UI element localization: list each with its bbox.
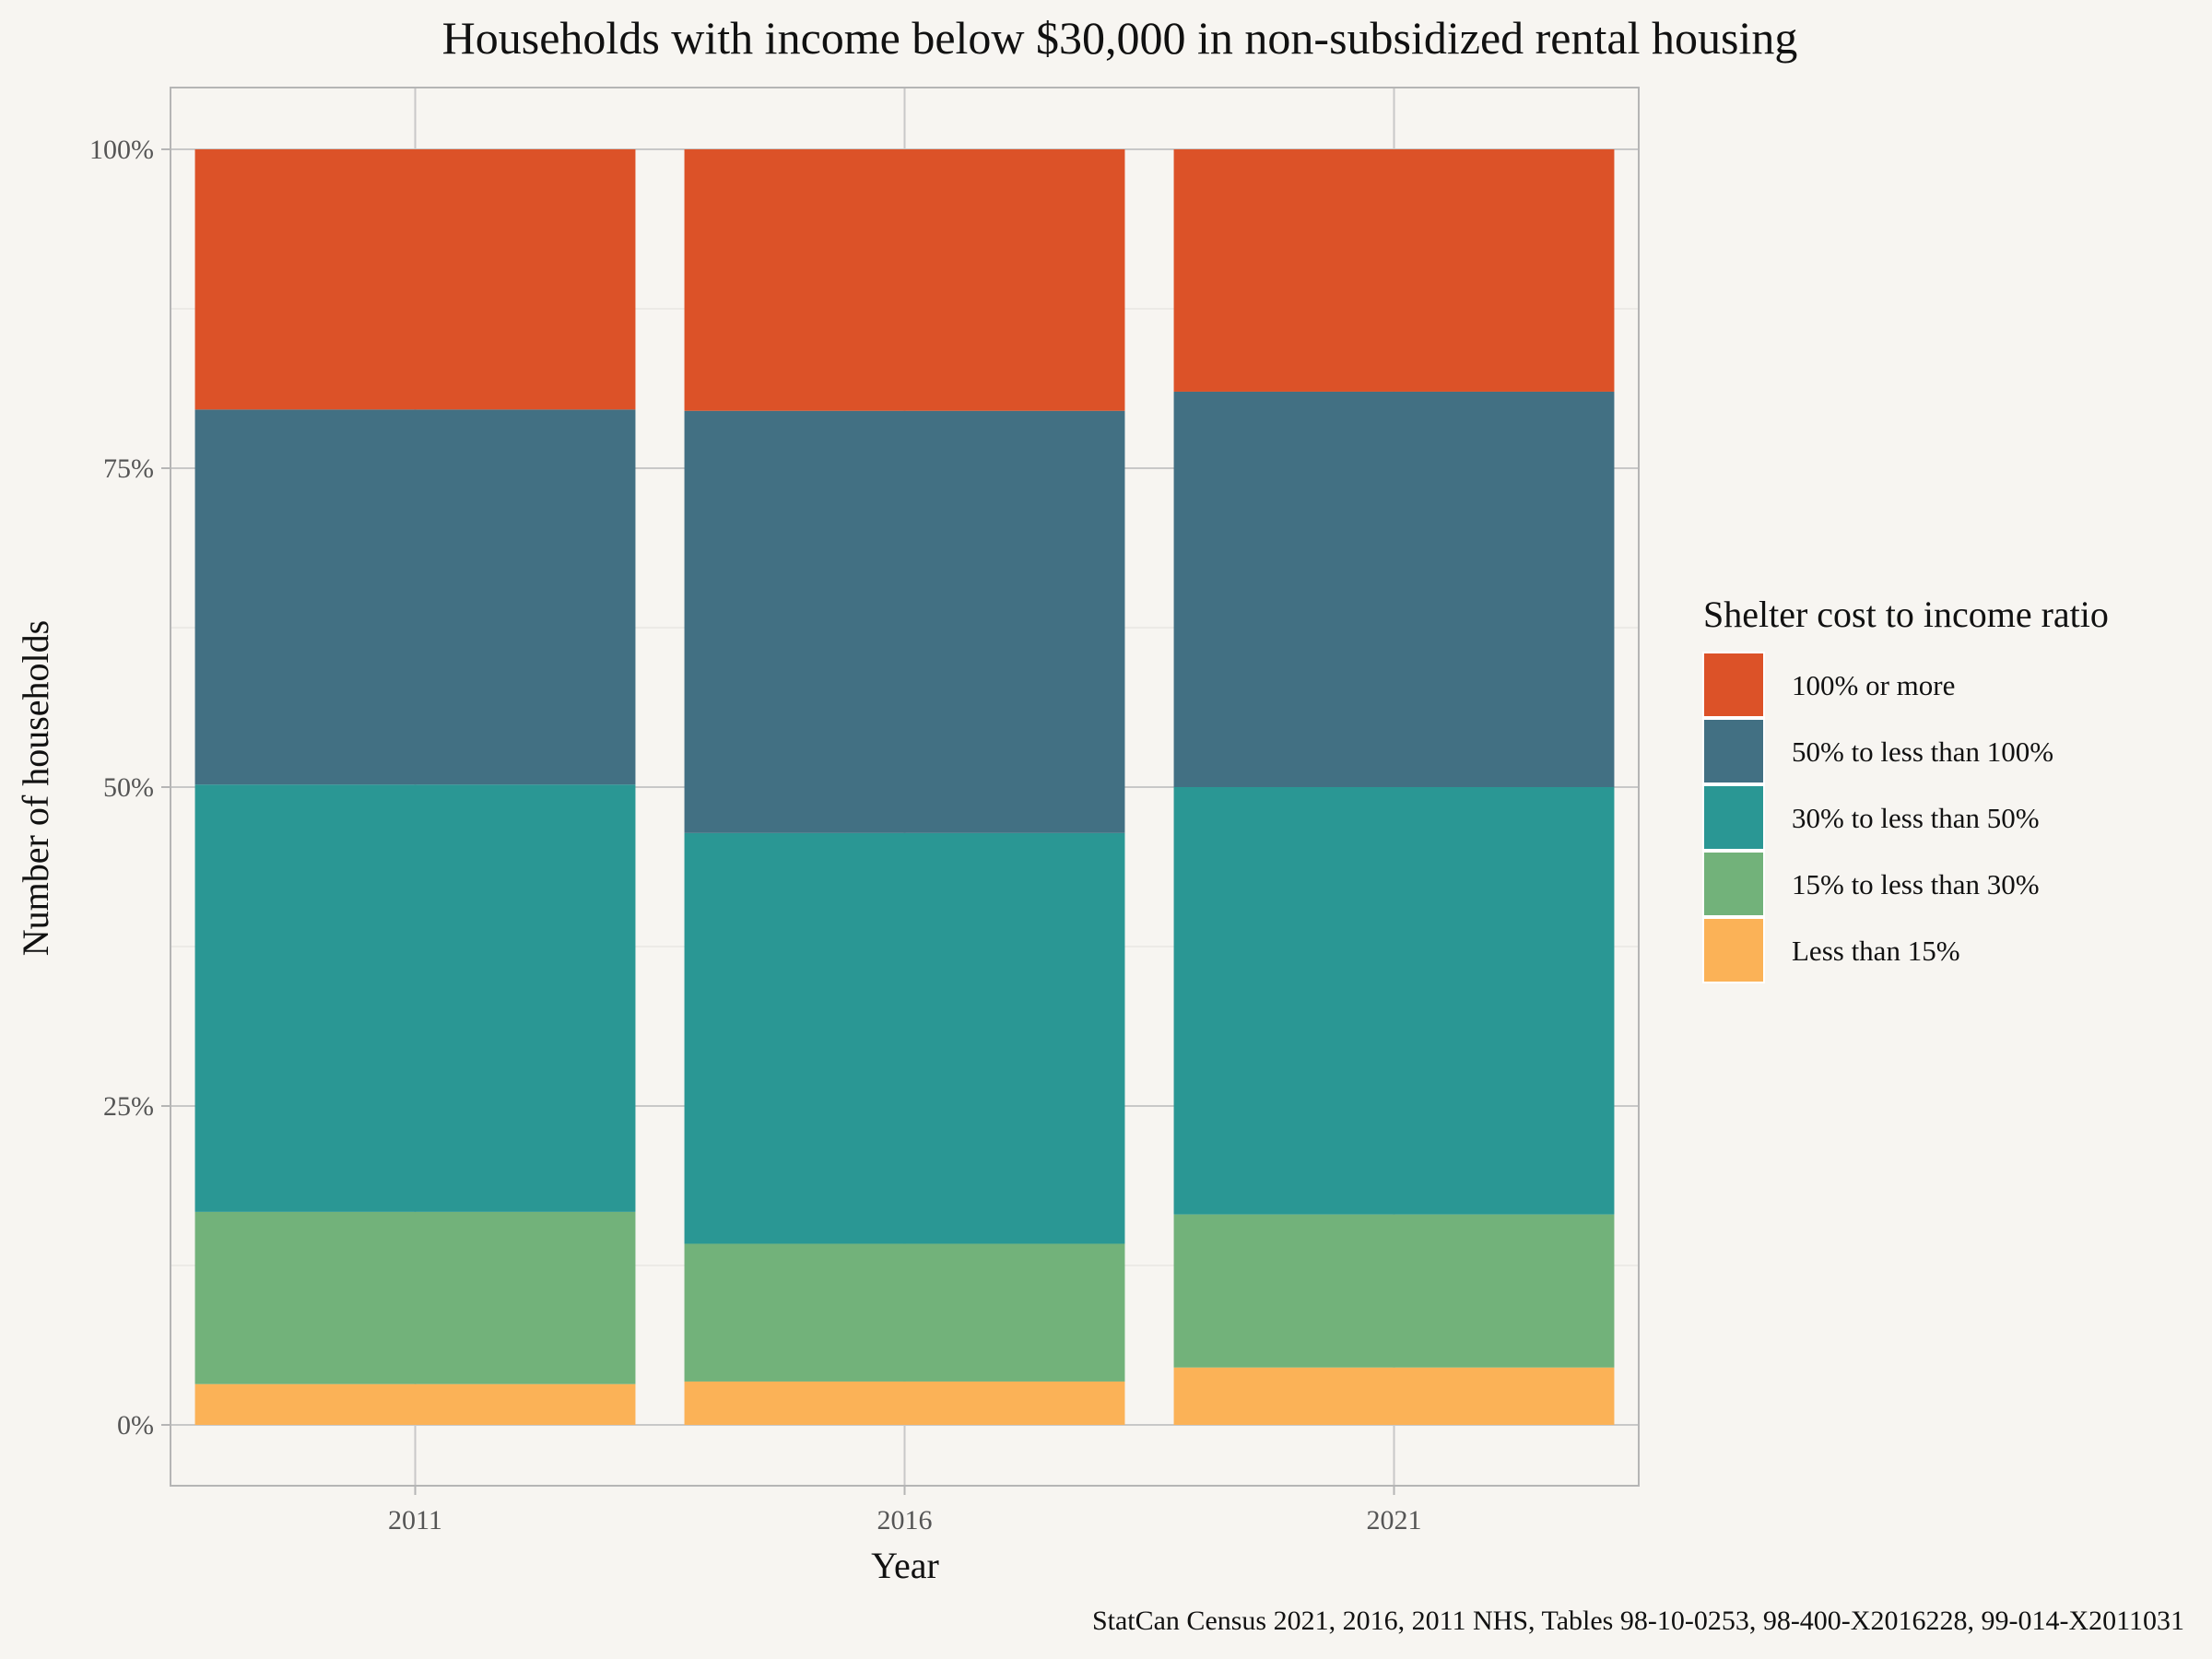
- bar-segment: [1173, 1367, 1615, 1425]
- bar-segment: [194, 149, 636, 410]
- bar-segment: [684, 149, 1125, 411]
- bar-segment: [194, 1211, 636, 1384]
- x-axis-title: Year: [871, 1545, 939, 1586]
- legend-label: 30% to less than 50%: [1792, 802, 2040, 834]
- x-tick-label: 2021: [1367, 1505, 1422, 1535]
- legend-title: Shelter cost to income ratio: [1703, 594, 2109, 635]
- x-tick-label: 2016: [877, 1505, 933, 1535]
- y-tick-label: 50%: [103, 772, 154, 803]
- bar-segment: [1173, 787, 1615, 1215]
- bar-segment: [684, 1381, 1125, 1425]
- legend-key: [1702, 784, 1765, 851]
- y-tick-label: 100%: [89, 135, 154, 165]
- source-caption: StatCan Census 2021, 2016, 2011 NHS, Tab…: [1092, 1606, 2184, 1636]
- y-tick-label: 75%: [103, 453, 154, 484]
- x-tick-label: 2011: [388, 1505, 442, 1535]
- legend-label: 15% to less than 30%: [1792, 868, 2040, 900]
- legend-label: Less than 15%: [1792, 935, 1960, 967]
- legend-label: 100% or more: [1792, 669, 1955, 701]
- y-tick-label: 25%: [103, 1091, 154, 1122]
- bar-segment: [1173, 1214, 1615, 1368]
- legend-key: [1702, 917, 1765, 983]
- bar-segment: [194, 784, 636, 1212]
- legend-key: [1702, 718, 1765, 784]
- panel-border: [170, 87, 1640, 1487]
- bar-segment: [684, 410, 1125, 833]
- bar-segment: [1173, 149, 1615, 392]
- bar-segment: [1173, 391, 1615, 787]
- chart-title: Households with income below $30,000 in …: [442, 12, 1798, 64]
- legend-label: 50% to less than 100%: [1792, 735, 2053, 768]
- bar-segment: [684, 1243, 1125, 1382]
- plot-area: 0% 25% 50% 75% 100% 2011 2016 2021: [89, 87, 1640, 1535]
- bar-segment: [194, 1383, 636, 1425]
- legend: Shelter cost to income ratio 100% or mor…: [1702, 594, 2109, 983]
- bar-segment: [194, 409, 636, 785]
- y-tick-label: 0%: [117, 1410, 154, 1441]
- y-axis-title: Number of households: [15, 620, 56, 956]
- legend-key: [1702, 652, 1765, 718]
- bar-segment: [684, 832, 1125, 1244]
- legend-key: [1702, 851, 1765, 917]
